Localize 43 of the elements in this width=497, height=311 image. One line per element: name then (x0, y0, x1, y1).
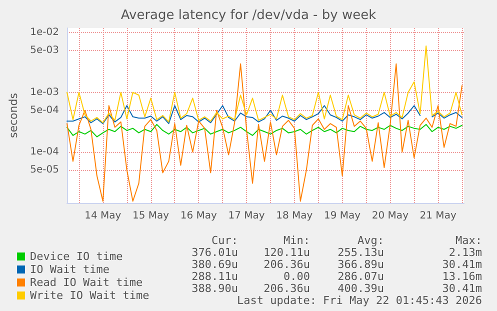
text: Avg: (358, 234, 384, 247)
text: 206.36u (264, 282, 310, 295)
legend-label: Read IO Wait time (30, 276, 143, 289)
text: Max: (456, 234, 482, 247)
y-tick-label: 5e-03 (30, 45, 59, 56)
y-axis-title: seconds (7, 92, 20, 138)
y-tick-label: 1e-04 (30, 146, 59, 158)
text: 400.39u (338, 282, 384, 295)
x-tick-label: 20 May (372, 210, 409, 222)
y-tick-label: 1e-03 (30, 86, 59, 98)
text: Last update: Fri May 22 01:45:43 2026 (236, 294, 482, 307)
x-tick-label: 15 May (132, 210, 170, 222)
text: 0.00 (284, 270, 310, 283)
text: 2.13m (448, 246, 482, 259)
x-tick-label: 21 May (420, 210, 456, 222)
y-tick-label: 5e-04 (30, 104, 59, 116)
y-tick-label: 1e-02 (30, 27, 59, 38)
text: 255.13u (338, 246, 384, 259)
text: 30.41m (442, 258, 482, 271)
x-tick-label: 16 May (180, 210, 218, 222)
text: 288.11u (192, 270, 238, 283)
text: Cur: (212, 234, 238, 247)
x-tick-label: 19 May (324, 210, 361, 222)
text: Min: (284, 234, 310, 247)
text: 206.36u (264, 258, 310, 271)
legend-label: IO Wait time (30, 263, 110, 276)
text: 120.11u (264, 246, 310, 259)
text: 376.01u (192, 246, 238, 259)
text: 388.90u (192, 282, 238, 295)
line-series (66, 124, 463, 138)
line-series (66, 45, 463, 124)
text: 30.41m (442, 282, 482, 295)
legend-label: Write IO Wait time (30, 289, 150, 302)
text: 366.89u (338, 258, 384, 271)
x-tick-label: 17 May (228, 210, 265, 222)
legend-label: Device IO time (30, 250, 123, 263)
y-tick-label: 5e-05 (30, 164, 59, 176)
text: 380.69u (192, 258, 238, 271)
chart-title: Average latency for /dev/vda - by week (120, 8, 377, 23)
x-tick-label: 14 May (84, 210, 122, 222)
text: 286.07u (338, 270, 384, 283)
x-tick-label: 18 May (276, 210, 313, 222)
text: 13.16m (442, 270, 482, 283)
